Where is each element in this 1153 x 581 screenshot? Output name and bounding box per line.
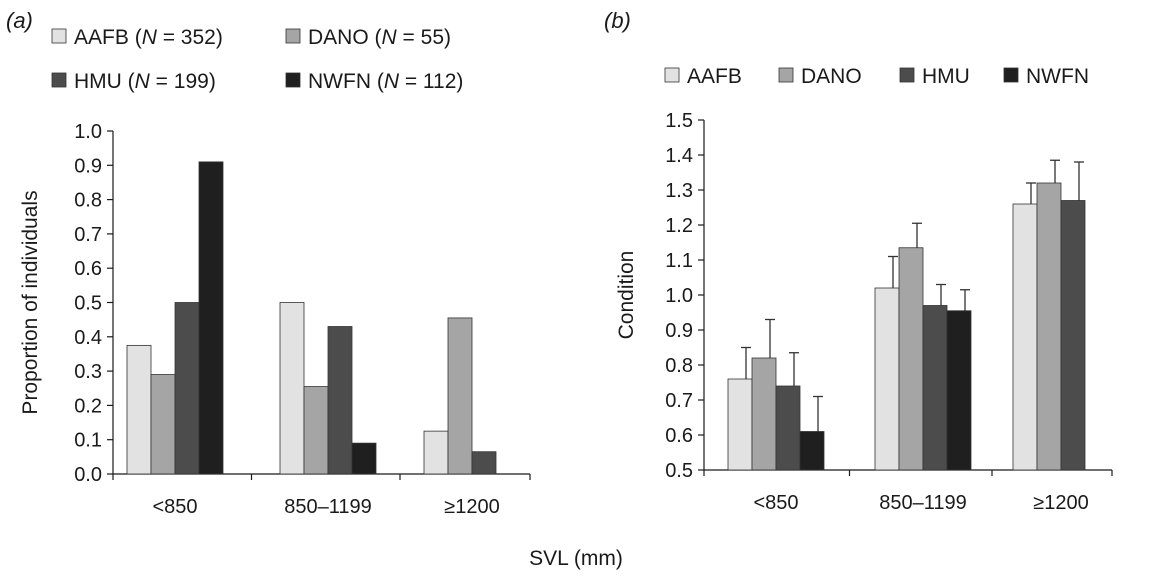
- panel-label: (b): [604, 8, 631, 33]
- legend-n-prefix: (: [377, 70, 384, 93]
- bar-hmu-0: [174, 302, 200, 475]
- legend-n-suffix: = 112): [399, 70, 463, 93]
- bar-aafb-1: [874, 287, 900, 471]
- legend-label-nwfn: NWFN (N = 112): [308, 70, 463, 93]
- category-label-850-1199: 850–1199: [284, 496, 372, 518]
- bar-aafb-0: [727, 378, 753, 471]
- bar-hmu-2: [471, 451, 497, 475]
- legend-swatch-nwfn: [1003, 67, 1019, 83]
- y-tick-label: 0.5: [74, 293, 102, 315]
- bar-dano-2: [1036, 182, 1062, 471]
- y-tick-label: 0.3: [74, 361, 102, 383]
- y-tick-label: 1.1: [665, 250, 693, 272]
- y-tick-label: 1.4: [665, 145, 693, 167]
- legend-n-suffix: = 352): [157, 26, 223, 49]
- y-tick-label: 1.3: [665, 180, 693, 202]
- legend-n-prefix: (: [128, 70, 135, 93]
- bar-dano-1: [898, 247, 924, 471]
- legend-label-aafb: AAFB: [687, 65, 742, 88]
- panel-a: (a) 0.0 0.1 0.2 0.3 0.4 0.5 0.6 0.7 0.8 0.9 1.0 Prop…: [6, 8, 531, 518]
- legend-swatch-nwfn: [285, 72, 301, 88]
- bar-aafb-0: [126, 344, 152, 475]
- y-tick-label: 0.7: [665, 390, 693, 412]
- legend-label-hmu: HMU (N = 199): [74, 70, 216, 93]
- legend-name: HMU: [922, 65, 970, 88]
- panel-b: (b) 0.5 0.6 0.7 0.8 0.9 1.0 1.1 1.2 1.3 1.4 1.5 Cond…: [604, 8, 1113, 514]
- legend-swatch-dano: [778, 67, 794, 83]
- y-tick-label: 0.8: [665, 355, 693, 377]
- legend-label-dano: DANO (N = 55): [308, 26, 451, 49]
- legend-n-label: N: [382, 26, 398, 49]
- legend-n-label: N: [135, 70, 151, 93]
- category-label-850: <850: [753, 492, 798, 514]
- bar-aafb-1: [279, 302, 305, 475]
- legend-n-prefix: (: [135, 26, 142, 49]
- legend-n-suffix: = 55): [397, 26, 451, 49]
- legend-label-nwfn: NWFN: [1026, 65, 1089, 88]
- y-tick-label: 0.2: [74, 395, 102, 417]
- category-label-1200: ≥1200: [1033, 492, 1088, 514]
- legend-label-hmu: HMU: [922, 65, 970, 88]
- y-axis-title: Proportion of individuals: [19, 190, 42, 414]
- y-tick-label: 0.4: [74, 327, 102, 349]
- category-label-850-1199: 850–1199: [879, 492, 967, 514]
- legend-swatch-dano: [285, 28, 301, 44]
- legend-name: AAFB: [687, 65, 742, 88]
- category-label-1200: ≥1200: [444, 496, 499, 518]
- bar-dano-1: [303, 386, 329, 475]
- bar-aafb-2: [1012, 203, 1038, 471]
- bar-hmu-0: [775, 385, 801, 471]
- y-tick-label: 1.0: [74, 121, 102, 143]
- legend: AAFB DANO HMU NWFN: [664, 65, 1089, 88]
- y-tick-label: 1.2: [665, 215, 693, 237]
- legend-swatch-hmu: [899, 67, 915, 83]
- y-tick-label: 0.7: [74, 224, 102, 246]
- legend-name: DANO: [801, 65, 862, 88]
- y-tick-label: 0.1: [74, 430, 102, 452]
- bar-nwfn-1: [946, 310, 972, 471]
- y-tick-label: 0.0: [74, 464, 102, 486]
- legend-swatch-hmu: [51, 72, 67, 88]
- bar-hmu-1: [327, 326, 353, 475]
- legend-n-label: N: [384, 70, 400, 93]
- legend-name: AAFB: [74, 26, 129, 49]
- bar-nwfn-0: [799, 431, 825, 471]
- y-tick-label: 0.6: [74, 258, 102, 280]
- bar-hmu-2: [1060, 200, 1086, 471]
- legend-label-dano: DANO: [801, 65, 862, 88]
- legend-label-aafb: AAFB (N = 352): [74, 26, 223, 49]
- y-axis-title: Condition: [615, 251, 638, 340]
- legend-name: NWFN: [308, 70, 371, 93]
- legend: AAFB (N = 352) DANO (N = 55)HMU (N = 199)…: [51, 26, 463, 93]
- category-label-850: <850: [152, 496, 197, 518]
- y-tick-label: 1.0: [665, 285, 693, 307]
- x-axis-label: SVL (mm): [529, 547, 623, 570]
- legend-name: DANO: [308, 26, 369, 49]
- legend-name: HMU: [74, 70, 122, 93]
- legend-n-prefix: (: [375, 26, 382, 49]
- legend-n-suffix: = 199): [150, 70, 216, 93]
- bar-nwfn-1: [351, 442, 377, 475]
- y-tick-label: 0.8: [74, 190, 102, 212]
- bar-hmu-1: [922, 305, 948, 471]
- bar-dano-0: [150, 374, 176, 475]
- y-tick-label: 1.5: [665, 110, 693, 132]
- y-tick-label: 0.9: [74, 155, 102, 177]
- legend-name: NWFN: [1026, 65, 1089, 88]
- bar-aafb-2: [423, 430, 449, 475]
- y-tick-label: 0.9: [665, 320, 693, 342]
- panel-label: (a): [6, 8, 33, 33]
- bar-nwfn-0: [198, 161, 224, 475]
- bar-dano-2: [447, 317, 473, 475]
- y-tick-label: 0.5: [665, 460, 693, 482]
- y-tick-label: 0.6: [665, 425, 693, 447]
- legend-n-label: N: [142, 26, 158, 49]
- legend-swatch-aafb: [51, 28, 67, 44]
- legend-swatch-aafb: [664, 67, 680, 83]
- bar-dano-0: [751, 357, 777, 471]
